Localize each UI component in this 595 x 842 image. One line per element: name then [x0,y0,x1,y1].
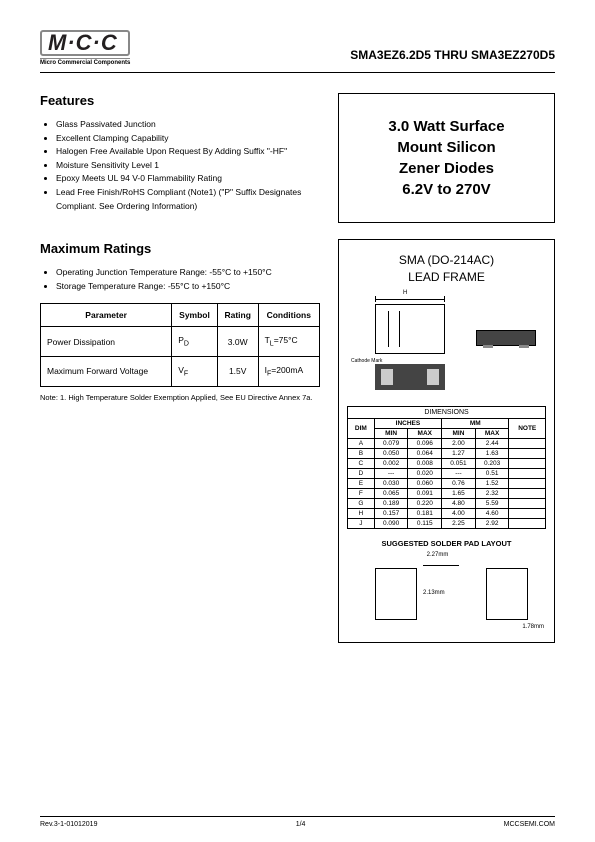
cell-rating: 1.5V [217,357,258,387]
cell-symbol: VF [172,357,218,387]
solder-dim-height: 2.13mm [423,590,445,596]
feature-item: Glass Passivated Junction [56,118,320,132]
dim-col-max: MAX [475,428,509,438]
page-header: M·C·C Micro Commercial Components SMA3EZ… [40,30,555,73]
cathode-mark-label: Cathode Mark [351,358,382,364]
logo-subtitle: Micro Commercial Components [40,58,130,66]
max-ratings-table: Parameter Symbol Rating Conditions Power… [40,303,320,386]
features-list: Glass Passivated Junction Excellent Clam… [40,118,320,213]
dim-col-mm: MM [442,418,509,428]
table-row: Maximum Forward Voltage VF 1.5V IF=200mA [41,357,320,387]
rating-bullet: Operating Junction Temperature Range: -5… [56,266,320,280]
solder-dim-gap: 1.78mm [522,624,544,630]
footer-page: 1/4 [296,821,306,828]
solder-layout-drawing: 2.27mm 2.13mm 1.78mm [347,554,546,634]
dim-col-max: MAX [408,428,442,438]
dim-row: B0.0500.0641.271.63 [348,448,546,458]
dim-col-dim: DIM [348,418,375,438]
dim-row: G0.1890.2204.805.59 [348,498,546,508]
dim-row: D---0.020---0.51 [348,468,546,478]
col-rating: Rating [217,304,258,327]
left-column: Features Glass Passivated Junction Excel… [40,93,320,643]
package-title: SMA (DO-214AC) LEAD FRAME [347,252,546,286]
footer-rev: Rev.3-1-01012019 [40,821,97,828]
dimensions-table: DIM INCHES MM NOTE MIN MAX MIN MAX A0.07… [347,418,546,529]
solder-pad-right [486,568,528,620]
package-box: SMA (DO-214AC) LEAD FRAME H Cathode Mark… [338,239,555,643]
cell-cond: IF=200mA [258,357,319,387]
dim-arrow-h [375,296,445,302]
dim-col-inches: INCHES [374,418,441,428]
package-outline-side [476,330,536,346]
cell-cond: TL=75°C [258,327,319,357]
logo: M·C·C [40,30,130,56]
right-column: 3.0 Watt Surface Mount Silicon Zener Dio… [338,93,555,643]
logo-block: M·C·C Micro Commercial Components [40,30,130,66]
feature-item: Excellent Clamping Capability [56,132,320,146]
dim-col-note: NOTE [509,418,546,438]
solder-layout-title: SUGGESTED SOLDER PAD LAYOUT [347,539,546,548]
features-heading: Features [40,93,320,108]
title-line: 6.2V to 270V [349,179,544,200]
feature-item: Moisture Sensitivity Level 1 [56,159,320,173]
package-outline-top [375,304,445,354]
dim-row: E0.0300.0600.761.52 [348,478,546,488]
dim-row: A0.0790.0962.002.44 [348,438,546,448]
solder-dim-width: 2.27mm [423,554,482,560]
dim-row: J0.0900.1152.252.92 [348,518,546,528]
table-row: Power Dissipation PD 3.0W TL=75°C [41,327,320,357]
dim-row: H0.1570.1814.004.60 [348,508,546,518]
solder-pad-left [375,568,417,620]
cell-symbol: PD [172,327,218,357]
product-title-box: 3.0 Watt Surface Mount Silicon Zener Dio… [338,93,555,223]
main-content: Features Glass Passivated Junction Excel… [40,93,555,643]
dim-row: F0.0650.0911.652.32 [348,488,546,498]
ratings-note: Note: 1. High Temperature Solder Exempti… [40,393,320,402]
title-line: Zener Diodes [349,158,544,179]
feature-item: Epoxy Meets UL 94 V-0 Flammability Ratin… [56,172,320,186]
cell-rating: 3.0W [217,327,258,357]
part-number-range: SMA3EZ6.2D5 THRU SMA3EZ270D5 [350,30,555,62]
col-parameter: Parameter [41,304,172,327]
package-outline-bottom [375,364,445,390]
rating-bullet: Storage Temperature Range: -55°C to +150… [56,280,320,294]
dimensions-caption: DIMENSIONS [347,406,546,418]
cell-param: Maximum Forward Voltage [41,357,172,387]
col-symbol: Symbol [172,304,218,327]
dim-col-min: MIN [442,428,476,438]
dim-row: C0.0020.0080.0510.203 [348,458,546,468]
max-ratings-heading: Maximum Ratings [40,241,320,256]
cell-param: Power Dissipation [41,327,172,357]
max-ratings-section: Maximum Ratings Operating Junction Tempe… [40,241,320,402]
features-section: Features Glass Passivated Junction Excel… [40,93,320,213]
max-ratings-bullets: Operating Junction Temperature Range: -5… [40,266,320,293]
title-line: Mount Silicon [349,137,544,158]
dim-col-min: MIN [374,428,408,438]
dim-label-h: H [403,290,407,296]
feature-item: Lead Free Finish/RoHS Compliant (Note1) … [56,186,320,213]
title-line: 3.0 Watt Surface [349,116,544,137]
package-drawing: H Cathode Mark [347,296,546,396]
col-conditions: Conditions [258,304,319,327]
page-footer: Rev.3-1-01012019 1/4 MCCSEMI.COM [40,816,555,828]
feature-item: Halogen Free Available Upon Request By A… [56,145,320,159]
footer-site: MCCSEMI.COM [504,821,555,828]
